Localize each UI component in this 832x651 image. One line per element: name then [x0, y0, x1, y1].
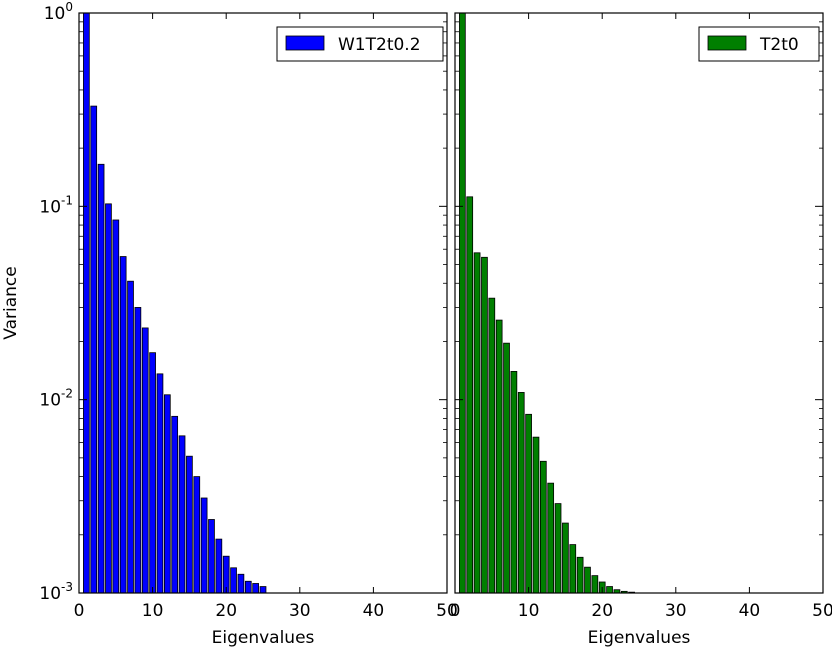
bar — [90, 105, 98, 594]
bar — [134, 307, 142, 594]
bar — [83, 12, 90, 594]
left-plot-area — [79, 13, 447, 593]
bar — [459, 12, 466, 594]
right-x-axis-label: Eigenvalues — [588, 628, 691, 648]
bar — [525, 413, 532, 594]
bar — [539, 460, 547, 594]
right-plot-area — [455, 13, 823, 593]
left-x-ticks: 0 10 20 30 40 50 — [74, 13, 458, 621]
right-x-ticks: 0 10 20 30 40 50 — [450, 13, 832, 621]
bar — [488, 297, 496, 594]
bar — [584, 566, 591, 594]
x-tick-label: 40 — [739, 601, 761, 621]
bar — [149, 352, 156, 594]
bar — [503, 342, 510, 594]
bar — [215, 538, 223, 594]
bar — [591, 575, 599, 594]
y-axis-label: Variance — [1, 266, 21, 339]
x-tick-label: 30 — [289, 601, 311, 621]
x-tick-label: 0 — [74, 601, 85, 621]
x-tick-label: 0 — [450, 601, 461, 621]
bar — [105, 203, 112, 594]
bar — [259, 586, 267, 594]
right-legend-swatch — [707, 35, 747, 51]
bar — [112, 219, 120, 594]
x-tick-label: 50 — [812, 601, 832, 621]
right-y-tick-marks — [455, 12, 823, 594]
left-y-ticks: 100 10-1 10-2 10-3 — [39, 0, 447, 604]
bar — [473, 252, 481, 594]
bar — [141, 327, 149, 594]
y-tick-label: 10-2 — [39, 387, 73, 411]
bar — [244, 580, 252, 594]
right-legend: T2t0 — [698, 26, 820, 62]
bar — [200, 497, 208, 594]
right-plot-frame — [454, 12, 824, 594]
bar — [517, 392, 525, 594]
bar — [576, 556, 584, 594]
right-legend-label: T2t0 — [759, 35, 799, 55]
bar — [481, 256, 488, 594]
left-legend-swatch — [285, 35, 325, 51]
bar — [193, 476, 201, 594]
bar — [171, 415, 179, 594]
bar — [252, 583, 259, 594]
bar — [127, 280, 134, 594]
bar — [547, 482, 555, 594]
x-tick-label: 20 — [215, 601, 237, 621]
bar — [532, 436, 540, 594]
bar — [554, 503, 562, 594]
left-legend-label: W1T2t0.2 — [338, 35, 421, 55]
y-tick-label: 10-3 — [39, 580, 73, 604]
x-tick-label: 40 — [363, 601, 385, 621]
y-tick-label: 10-1 — [39, 193, 73, 217]
bar — [237, 573, 245, 594]
bar — [562, 522, 569, 594]
bar — [178, 435, 186, 594]
left-legend: W1T2t0.2 — [276, 26, 444, 62]
x-tick-label: 10 — [518, 601, 540, 621]
y-tick-label: 100 — [44, 0, 73, 24]
left-bars — [83, 12, 267, 594]
bar — [230, 567, 237, 594]
bar — [510, 371, 518, 594]
left-x-axis-label: Eigenvalues — [212, 628, 315, 648]
left-plot-frame — [78, 12, 448, 594]
bar — [97, 163, 105, 594]
bar — [156, 373, 164, 594]
x-tick-label: 50 — [436, 601, 458, 621]
bar — [163, 394, 171, 594]
bar — [466, 196, 474, 594]
x-tick-label: 20 — [591, 601, 613, 621]
bar — [119, 256, 127, 594]
bar — [495, 319, 503, 594]
bar — [606, 586, 613, 594]
bar — [186, 455, 193, 594]
x-tick-label: 10 — [142, 601, 164, 621]
right-panel: 0 10 20 30 40 50 Eigenvalues T2t0 — [450, 12, 832, 648]
x-tick-label: 30 — [665, 601, 687, 621]
bar — [208, 519, 215, 594]
bar — [569, 544, 577, 594]
